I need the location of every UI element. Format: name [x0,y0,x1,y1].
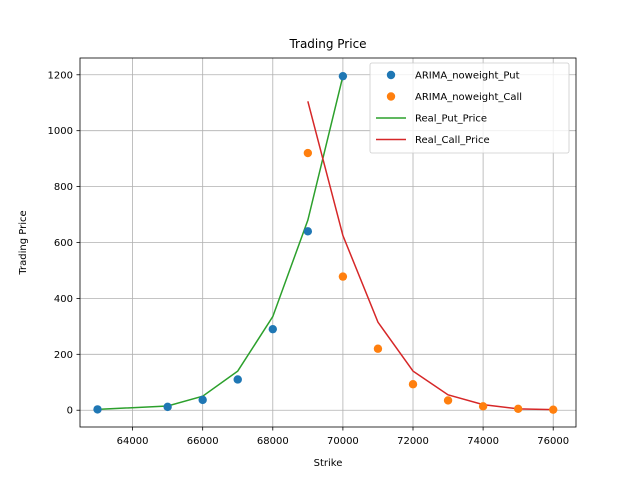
data-point [549,405,558,414]
legend: ARIMA_noweight_Put ARIMA_noweight_Call Rea… [369,62,570,154]
data-point [478,402,488,411]
y-tick-label: 1000 [48,126,73,137]
legend-box [369,62,570,154]
data-point [303,148,313,158]
legend-marker [386,92,396,101]
legend-label: ARIMA_noweight_Call [415,92,522,103]
data-point [163,402,172,412]
grid [80,58,576,427]
x-tick-label: 70000 [327,436,359,447]
x-tick-label: 76000 [537,436,569,447]
data-point [408,380,418,389]
x-tick-label: 74000 [467,436,499,447]
series-arima-noweight-put [93,71,348,414]
data-point [93,405,102,414]
series-line [307,101,554,411]
legend-label: ARIMA_noweight_Put [415,71,520,82]
series-layer [93,71,558,414]
data-point [443,396,453,405]
y-tick-label: 0 [67,406,73,417]
x-tick-label: 68000 [257,436,289,447]
x-axis-ticks: 64000 66000 68000 70000 72000 74000 76000 [117,427,569,447]
legend-item-real-put-price: Real_Put_Price [376,114,487,125]
data-point [338,71,348,81]
series-real-call-price [307,101,554,411]
x-tick-label: 66000 [187,436,219,447]
legend-label: Real_Put_Price [415,114,487,125]
y-axis-title: Trading Price [18,210,29,275]
plot-frame [79,57,577,428]
y-tick-label: 400 [54,294,73,305]
legend-label: Real_Call_Price [415,135,490,146]
legend-marker [386,70,396,80]
series-arima-noweight-call [303,148,558,414]
data-point [198,395,207,405]
x-tick-label: 72000 [397,436,429,447]
legend-item-arima-noweight-put: ARIMA_noweight_Put [386,70,520,82]
data-point [233,375,242,384]
x-tick-label: 64000 [117,436,149,447]
x-axis-title: Strike [314,458,343,469]
legend-item-arima-noweight-call: ARIMA_noweight_Call [386,92,522,103]
y-tick-label: 200 [54,350,73,361]
chart-title: Trading Price [288,37,366,51]
data-point [373,344,383,353]
data-point [268,324,277,334]
data-point [338,272,348,281]
y-tick-label: 600 [54,238,73,249]
data-point [303,227,313,236]
y-tick-label: 1200 [48,70,73,81]
y-tick-label: 800 [54,182,73,193]
legend-item-real-call-price: Real_Call_Price [376,135,490,146]
y-axis-ticks: 0 200 400 600 800 1000 1200 [48,70,80,417]
data-point [513,404,523,414]
